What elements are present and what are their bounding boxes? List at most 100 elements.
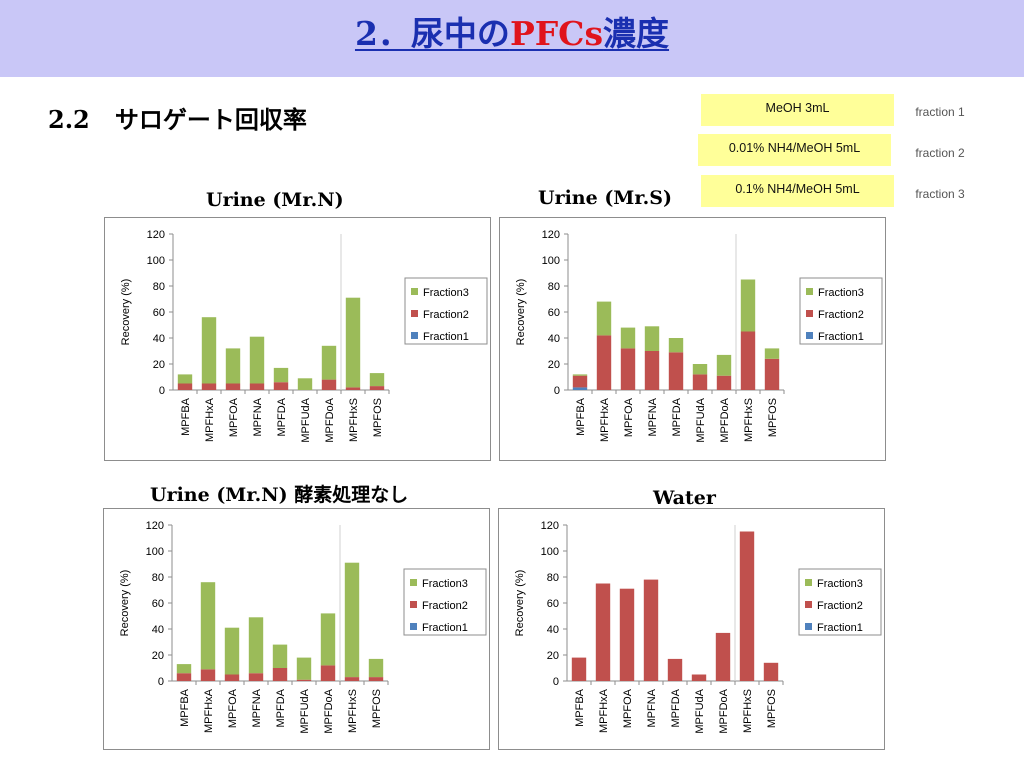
x-tick-label: MPFNA [647, 397, 659, 436]
legend-swatch-fraction2 [411, 310, 418, 317]
bar-fraction3 [320, 613, 336, 666]
y-tick-label: 60 [153, 307, 165, 319]
bar-fraction3 [296, 657, 312, 680]
bar-fraction2 [764, 358, 780, 390]
x-tick-label: MPFDoA [324, 397, 336, 442]
fraction-3-label: fraction 3 [915, 187, 965, 201]
fraction-2-condition: 0.01% NH4/MeOH 5mL [698, 134, 891, 166]
bar-fraction3 [644, 326, 660, 351]
y-tick-label: 20 [548, 359, 560, 371]
bar-fraction3 [620, 327, 636, 349]
chart-water: 0 20 40 60 80 100 120 Recovery (%) MPFBA MPFHxA MP… [498, 508, 885, 750]
x-tick-label: MPFHxA [203, 688, 215, 733]
bar-fraction3 [716, 354, 732, 376]
x-tick-label: MPFOS [766, 689, 778, 728]
bar-fraction2 [740, 331, 756, 390]
bar-fraction2 [320, 665, 336, 681]
chart-urine-mr-n-no-enzyme: 0 20 40 60 80 100 120 Recovery (%) MPFBA MPFHxA MP… [103, 508, 490, 750]
y-tick-label: 100 [542, 255, 560, 267]
legend-label-fraction3: Fraction3 [423, 287, 469, 299]
legend-swatch-fraction3 [410, 579, 417, 586]
bar-fraction3 [224, 627, 240, 675]
y-tick-label: 20 [547, 650, 559, 662]
x-tick-label: MPFHxA [599, 397, 611, 442]
bar-fraction2 [716, 375, 732, 390]
y-tick-label: 80 [548, 281, 560, 293]
fraction-1-label: fraction 1 [915, 105, 965, 119]
y-axis-label: Recovery (%) [120, 279, 132, 346]
bar-fraction2 [345, 387, 361, 390]
x-tick-label: MPFDA [671, 397, 683, 436]
bar-fraction3 [176, 664, 192, 674]
y-tick-label: 80 [153, 281, 165, 293]
bar-fraction3 [692, 364, 708, 375]
section-number: 2.2 [48, 105, 90, 134]
bar-fraction2 [596, 335, 612, 390]
x-tick-label: MPFOA [622, 688, 634, 728]
x-tick-label: MPFDA [275, 688, 287, 727]
x-tick-label: MPFUdA [695, 397, 707, 442]
bar-fraction2 [224, 674, 240, 681]
y-tick-label: 100 [147, 255, 165, 267]
legend-label-fraction2: Fraction2 [818, 309, 864, 321]
title-suffix: 濃度 [603, 14, 670, 53]
x-tick-label: MPFUdA [299, 688, 311, 733]
x-tick-label: MPFHxA [598, 688, 610, 733]
bar-fraction2 [201, 383, 217, 390]
chart-urine-mr-s: 0 20 40 60 80 100 120 Recovery (%) MPFBA MPFHxA MP… [499, 217, 886, 461]
legend-label-fraction3: Fraction3 [817, 578, 863, 590]
bar-fraction2 [572, 375, 588, 388]
y-axis-label: Recovery (%) [119, 570, 131, 637]
x-tick-label: MPFBA [180, 397, 192, 436]
bar-fraction2 [644, 351, 660, 390]
legend [404, 277, 488, 345]
legend-swatch-fraction3 [806, 288, 813, 295]
legend-label-fraction1: Fraction1 [818, 331, 864, 343]
x-tick-label: MPFOA [228, 397, 240, 437]
x-tick-label: MPFHxS [742, 689, 754, 733]
bar-fraction2 [272, 668, 288, 681]
chart-3-caption: Urine (Mr.N) 酵素処理なし [150, 484, 409, 506]
legend-swatch-fraction1 [805, 623, 812, 630]
y-tick-label: 100 [146, 546, 164, 558]
chart-1-caption: Urine (Mr.N) [206, 189, 344, 211]
title-highlight: PFCs [509, 14, 604, 53]
section-title: サロゲート回収率 [114, 106, 307, 134]
y-tick-label: 0 [159, 385, 165, 397]
x-tick-label: MPFDoA [719, 397, 731, 442]
chart-4-caption: Water [653, 487, 716, 509]
fraction-3-condition: 0.1% NH4/MeOH 5mL [701, 175, 894, 207]
bar-fraction2 [763, 662, 779, 681]
y-tick-label: 60 [152, 598, 164, 610]
bar-fraction3 [345, 297, 361, 388]
chart-svg: 0 20 40 60 80 100 120 Recovery (%) MPFBA MPFHxA MP… [120, 229, 488, 443]
bar-fraction3 [297, 378, 313, 390]
y-axis-label: Recovery (%) [514, 570, 526, 637]
y-tick-label: 0 [158, 676, 164, 688]
bar-fraction3 [764, 348, 780, 359]
bar-fraction3 [201, 317, 217, 384]
y-tick-label: 0 [554, 385, 560, 397]
y-tick-label: 120 [541, 520, 559, 532]
bar-fraction3 [272, 644, 288, 668]
bar-fraction2 [643, 579, 659, 681]
x-tick-label: MPFBA [575, 397, 587, 436]
y-tick-label: 0 [553, 676, 559, 688]
y-tick-label: 60 [548, 307, 560, 319]
bar-fraction2 [225, 383, 241, 390]
legend-swatch-fraction2 [805, 601, 812, 608]
chart-svg: 0 20 40 60 80 100 120 Recovery (%) MPFBA MPFHxA MP… [119, 520, 487, 734]
legend-swatch-fraction1 [410, 623, 417, 630]
bar-fraction2 [344, 677, 360, 681]
x-tick-label: MPFHxS [348, 398, 360, 442]
bar-fraction3 [344, 562, 360, 678]
x-tick-label: MPFOA [227, 688, 239, 728]
bar-fraction3 [273, 367, 289, 383]
legend-label-fraction3: Fraction3 [422, 578, 468, 590]
y-tick-label: 120 [542, 229, 560, 241]
x-tick-label: MPFDA [276, 397, 288, 436]
x-tick-label: MPFHxS [347, 689, 359, 733]
bar-fraction2 [691, 674, 707, 681]
bar-fraction3 [249, 336, 265, 384]
y-tick-label: 100 [541, 546, 559, 558]
